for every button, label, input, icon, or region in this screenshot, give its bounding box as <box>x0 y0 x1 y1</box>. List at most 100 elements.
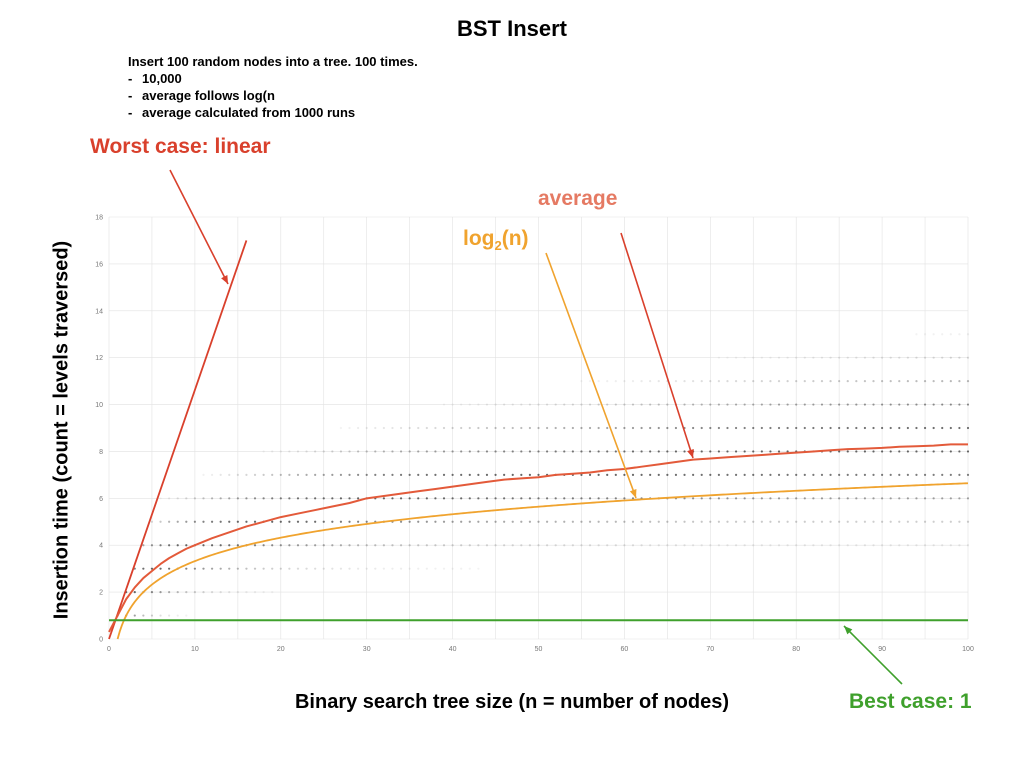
scatter-dot <box>743 426 746 430</box>
scatter-dot <box>451 473 454 476</box>
scatter-dot <box>253 591 257 594</box>
scatter-dot <box>820 426 824 430</box>
scatter-dot <box>683 380 686 383</box>
scatter-dot <box>863 520 867 523</box>
scatter-dot <box>159 497 162 500</box>
scatter-dot <box>614 497 617 500</box>
scatter-dot <box>417 473 420 476</box>
scatter-dot <box>348 426 351 430</box>
scatter-dot <box>932 403 935 406</box>
scatter-dot <box>442 403 446 406</box>
scatter-dot <box>786 356 789 359</box>
x-axis-label: Binary search tree size (n = number of n… <box>294 691 729 713</box>
scatter-dot <box>588 544 592 547</box>
scatter-dot <box>588 473 592 476</box>
scatter-dot <box>743 450 746 453</box>
scatter-dot <box>357 450 360 453</box>
scatter-dot <box>451 403 454 406</box>
scatter-dot <box>700 520 703 523</box>
scatter-dot <box>734 497 738 500</box>
arrow-log2 <box>545 252 637 499</box>
scatter-dot <box>674 520 678 523</box>
scatter-dot <box>692 473 695 476</box>
scatter-dot <box>923 426 927 430</box>
annotation-best-case: Best case: 1 <box>849 690 972 713</box>
scatter-dot <box>958 450 961 453</box>
scatter-dot <box>872 450 875 453</box>
scatter-dot <box>692 426 695 430</box>
scatter-dot <box>202 473 205 476</box>
arrow-log2-head <box>629 489 637 498</box>
scatter-dot <box>219 473 222 476</box>
scatter-dot <box>838 473 841 476</box>
scatter-dot <box>537 450 540 453</box>
scatter-dot <box>923 520 927 523</box>
scatter-dot <box>803 380 806 383</box>
scatter-dot <box>949 380 952 383</box>
x-tick-label: 60 <box>621 646 629 653</box>
scatter-dot <box>262 497 265 500</box>
scatter-dot <box>838 497 841 500</box>
scatter-dot <box>305 473 308 476</box>
scatter-dot <box>709 380 712 383</box>
scatter-dot <box>614 426 617 430</box>
scatter-dot <box>494 403 497 406</box>
scatter-dot <box>949 403 952 406</box>
scatter-dot <box>743 403 746 406</box>
scatter-dot <box>949 473 952 476</box>
scatter-dot <box>769 380 772 383</box>
scatter-dot <box>571 450 574 453</box>
y-tick-label: 8 <box>99 449 103 456</box>
scatter-dot <box>898 380 901 383</box>
x-tick-label: 30 <box>363 646 371 653</box>
scatter-dot <box>631 520 635 523</box>
scatter-dot <box>314 567 317 570</box>
scatter-dot <box>692 403 695 406</box>
scatter-dot <box>803 356 806 359</box>
scatter-dot <box>614 544 617 547</box>
scatter-dot <box>176 544 179 547</box>
scatter-dot <box>640 403 643 406</box>
scatter-dot <box>176 591 179 594</box>
scatter-dot <box>176 520 179 523</box>
scatter-dot <box>322 497 325 500</box>
scatter-dot <box>932 497 935 500</box>
scatter-dot <box>442 473 446 476</box>
scatter-dot <box>442 450 446 453</box>
scatter-dot <box>357 497 360 500</box>
scatter-dot <box>168 520 171 523</box>
scatter-dot <box>915 473 918 476</box>
scatter-dot <box>614 380 617 383</box>
scatter-dot <box>331 567 334 570</box>
scatter-dot <box>855 473 858 476</box>
scatter-dot <box>331 520 334 523</box>
scatter-dot <box>296 473 300 476</box>
scatter-dot <box>210 497 214 500</box>
scatter-dot <box>296 567 300 570</box>
scatter-dot <box>795 544 798 547</box>
scatter-dot <box>262 544 265 547</box>
scatter-dot <box>503 450 506 453</box>
scatter-dot <box>683 544 686 547</box>
scatter-dot <box>348 497 351 500</box>
scatter-dot <box>520 520 523 523</box>
scatter-dot <box>966 497 970 500</box>
scatter-dot <box>923 497 927 500</box>
scatter-dot <box>777 380 781 383</box>
scatter-dot <box>477 520 480 523</box>
scatter-dot <box>545 426 549 430</box>
scatter-dot <box>520 473 523 476</box>
scatter-dot <box>271 520 274 523</box>
scatter-dot <box>563 450 566 453</box>
scatter-dot <box>382 567 385 570</box>
scatter-dot <box>966 380 970 383</box>
scatter-dot <box>906 380 909 383</box>
scatter-dot <box>881 544 884 547</box>
scatter-dot <box>717 497 720 500</box>
scatter-dot <box>503 497 506 500</box>
scatter-dot <box>829 473 832 476</box>
scatter-dot <box>417 497 420 500</box>
scatter-dot <box>958 380 961 383</box>
scatter-dot <box>949 497 952 500</box>
scatter-dot <box>425 567 428 570</box>
